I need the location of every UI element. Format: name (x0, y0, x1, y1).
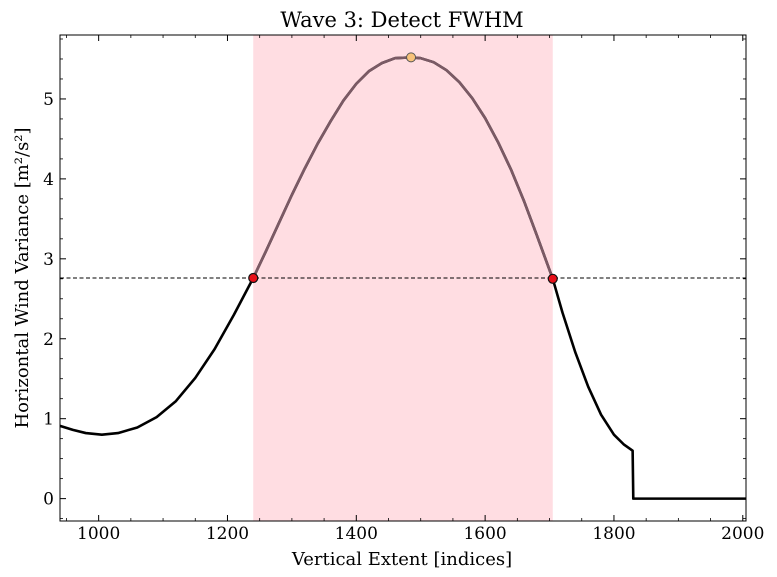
peak-marker (406, 52, 417, 63)
series-line-in-span (252, 56, 554, 280)
y-tick-label: 1 (43, 410, 54, 430)
axes-frame (59, 34, 747, 522)
x-tick-label: 1800 (592, 524, 635, 544)
chart-title: Wave 3: Detect FWHM (280, 8, 523, 32)
y-tick-label: 0 (43, 490, 54, 510)
y-tick-label: 4 (43, 170, 54, 190)
x-tick-label: 1200 (206, 524, 249, 544)
y-tick-label: 5 (43, 90, 54, 110)
fwhm-span (253, 35, 553, 521)
half-max-marker-2 (547, 273, 558, 284)
x-tick-label: 1000 (77, 524, 120, 544)
y-tick-label: 3 (43, 250, 54, 270)
x-axis-label: Vertical Extent [indices] (291, 549, 512, 570)
x-tick-label: 1600 (463, 524, 506, 544)
x-tick-label: 1400 (335, 524, 378, 544)
half-max-marker-1 (248, 272, 259, 284)
y-axis-label: Horizontal Wind Variance [m²/s²] (12, 127, 33, 428)
y-tick-label: 2 (43, 330, 54, 350)
x-tick-label: 2000 (721, 524, 764, 544)
plot-area: 1000 1200 1400 1600 1800 2000 0 1 2 3 4 5 (43, 34, 764, 544)
